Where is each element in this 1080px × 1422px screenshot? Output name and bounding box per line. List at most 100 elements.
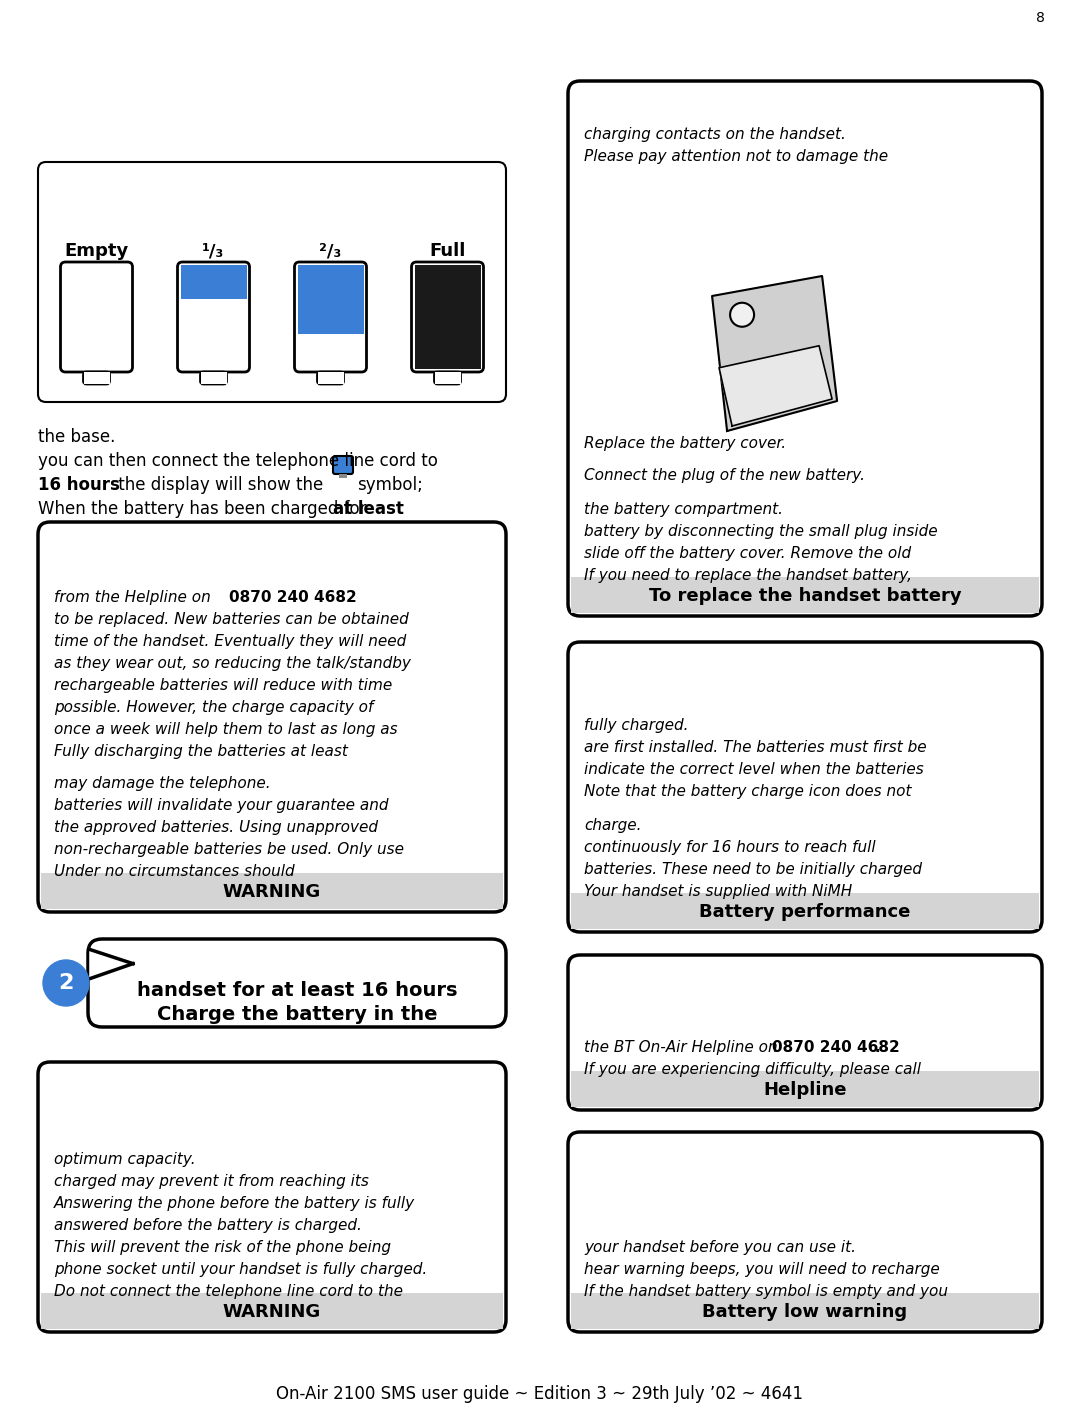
Text: indicate the correct level when the batteries: indicate the correct level when the batt… [584, 762, 923, 776]
Bar [571, 577, 1039, 613]
FancyBboxPatch shape [38, 1062, 507, 1332]
Text: WARNING: WARNING [222, 1303, 321, 1321]
Text: answered before the battery is charged.: answered before the battery is charged. [54, 1219, 362, 1233]
FancyBboxPatch shape [333, 456, 353, 474]
Text: are first installed. The batteries must first be: are first installed. The batteries must … [584, 739, 927, 755]
FancyBboxPatch shape [434, 373, 460, 384]
Text: 8: 8 [1036, 11, 1045, 26]
Text: Full: Full [430, 242, 465, 260]
Text: Your handset is supplied with NiMH: Your handset is supplied with NiMH [584, 884, 852, 899]
Text: To replace the handset battery: To replace the handset battery [649, 587, 961, 604]
Text: to be replaced. New batteries can be obtained: to be replaced. New batteries can be obt… [54, 611, 408, 627]
Text: the base.: the base. [38, 428, 116, 447]
Text: the BT On-Air Helpline on: the BT On-Air Helpline on [584, 1039, 783, 1055]
Bar [297, 264, 364, 334]
Text: charged may prevent it from reaching its: charged may prevent it from reaching its [54, 1175, 369, 1189]
Polygon shape [90, 950, 133, 978]
FancyBboxPatch shape [568, 81, 1042, 616]
Text: the battery compartment.: the battery compartment. [584, 502, 783, 518]
Bar [180, 264, 246, 299]
Text: may damage the telephone.: may damage the telephone. [54, 776, 271, 791]
Bar [571, 1071, 1039, 1106]
Text: On-Air 2100 SMS user guide ~ Edition 3 ~ 29th July ’02 ~ 4641: On-Air 2100 SMS user guide ~ Edition 3 ~… [276, 1385, 804, 1404]
Bar [318, 373, 343, 384]
Text: 0870 240 4682: 0870 240 4682 [772, 1039, 900, 1055]
Bar [571, 893, 1039, 929]
Text: When the battery has been charged for: When the battery has been charged for [38, 501, 372, 518]
FancyBboxPatch shape [568, 956, 1042, 1111]
Text: WARNING: WARNING [222, 883, 321, 902]
Text: rechargeable batteries will reduce with time: rechargeable batteries will reduce with … [54, 678, 392, 693]
Text: Connect the plug of the new battery.: Connect the plug of the new battery. [584, 468, 865, 483]
FancyBboxPatch shape [411, 262, 484, 373]
Text: If the handset battery symbol is empty and you: If the handset battery symbol is empty a… [584, 1284, 948, 1300]
Text: 2: 2 [58, 973, 73, 993]
Text: hear warning beeps, you will need to recharge: hear warning beeps, you will need to rec… [584, 1261, 940, 1277]
Text: Please pay attention not to damage the: Please pay attention not to damage the [584, 149, 888, 164]
Text: 16 hours: 16 hours [38, 476, 120, 493]
FancyBboxPatch shape [295, 262, 366, 373]
Circle shape [730, 303, 754, 327]
Text: continuously for 16 hours to reach full: continuously for 16 hours to reach full [584, 840, 876, 855]
Text: ¹/₃: ¹/₃ [202, 242, 225, 260]
Text: once a week will help them to last as long as: once a week will help them to last as lo… [54, 722, 397, 737]
Text: your handset before you can use it.: your handset before you can use it. [584, 1240, 856, 1256]
Text: Fully discharging the batteries at least: Fully discharging the batteries at least [54, 744, 348, 759]
Text: handset for at least 16 hours: handset for at least 16 hours [137, 981, 457, 1000]
Text: from the Helpline on: from the Helpline on [54, 590, 216, 604]
Text: the display will show the: the display will show the [113, 476, 323, 493]
Polygon shape [719, 346, 832, 427]
FancyBboxPatch shape [318, 373, 343, 384]
Text: slide off the battery cover. Remove the old: slide off the battery cover. Remove the … [584, 546, 912, 562]
Text: charge.: charge. [584, 818, 642, 833]
Text: at least: at least [333, 501, 404, 518]
Text: batteries will invalidate your guarantee and: batteries will invalidate your guarantee… [54, 798, 389, 813]
Text: Replace the battery cover.: Replace the battery cover. [584, 437, 786, 451]
Bar [434, 373, 460, 384]
Polygon shape [712, 276, 837, 431]
Text: Under no circumstances should: Under no circumstances should [54, 865, 295, 879]
Bar [201, 373, 227, 384]
FancyBboxPatch shape [83, 373, 109, 384]
Text: battery by disconnecting the small plug inside: battery by disconnecting the small plug … [584, 523, 937, 539]
Text: you can then connect the telephone line cord to: you can then connect the telephone line … [38, 452, 437, 471]
Text: Do not connect the telephone line cord to the: Do not connect the telephone line cord t… [54, 1284, 403, 1300]
Text: fully charged.: fully charged. [584, 718, 689, 732]
FancyBboxPatch shape [201, 373, 227, 384]
Text: 0870 240 4682: 0870 240 4682 [229, 590, 356, 604]
FancyBboxPatch shape [87, 939, 507, 1027]
Text: optimum capacity.: optimum capacity. [54, 1152, 195, 1167]
FancyBboxPatch shape [568, 1132, 1042, 1332]
Bar [83, 373, 109, 384]
FancyBboxPatch shape [38, 522, 507, 912]
Text: the approved batteries. Using unapproved: the approved batteries. Using unapproved [54, 820, 378, 835]
Text: time of the handset. Eventually they will need: time of the handset. Eventually they wil… [54, 634, 406, 648]
Text: Answering the phone before the battery is fully: Answering the phone before the battery i… [54, 1196, 415, 1212]
Text: possible. However, the charge capacity of: possible. However, the charge capacity o… [54, 700, 374, 715]
Text: symbol;: symbol; [357, 476, 423, 493]
Bar [41, 873, 503, 909]
Bar [571, 1293, 1039, 1330]
Text: If you need to replace the handset battery,: If you need to replace the handset batte… [584, 567, 912, 583]
Text: non-rechargeable batteries be used. Only use: non-rechargeable batteries be used. Only… [54, 842, 404, 857]
FancyBboxPatch shape [177, 262, 249, 373]
Text: batteries. These need to be initially charged: batteries. These need to be initially ch… [584, 862, 922, 877]
Text: This will prevent the risk of the phone being: This will prevent the risk of the phone … [54, 1240, 391, 1256]
Text: Empty: Empty [65, 242, 129, 260]
Bar [415, 264, 481, 368]
FancyBboxPatch shape [568, 641, 1042, 931]
Bar [41, 1293, 503, 1330]
Text: charging contacts on the handset.: charging contacts on the handset. [584, 127, 846, 142]
Bar [339, 474, 347, 478]
Text: phone socket until your handset is fully charged.: phone socket until your handset is fully… [54, 1261, 428, 1277]
Text: Helpline: Helpline [764, 1081, 847, 1099]
FancyBboxPatch shape [60, 262, 133, 373]
Text: ²/₃: ²/₃ [320, 242, 341, 260]
Text: .: . [875, 1039, 880, 1055]
Circle shape [43, 960, 89, 1005]
Text: Note that the battery charge icon does not: Note that the battery charge icon does n… [584, 784, 912, 799]
Text: Battery performance: Battery performance [700, 903, 910, 921]
Text: as they wear out, so reducing the talk/standby: as they wear out, so reducing the talk/s… [54, 656, 410, 671]
Text: Charge the battery in the: Charge the battery in the [157, 1005, 437, 1024]
Text: .: . [337, 590, 342, 604]
